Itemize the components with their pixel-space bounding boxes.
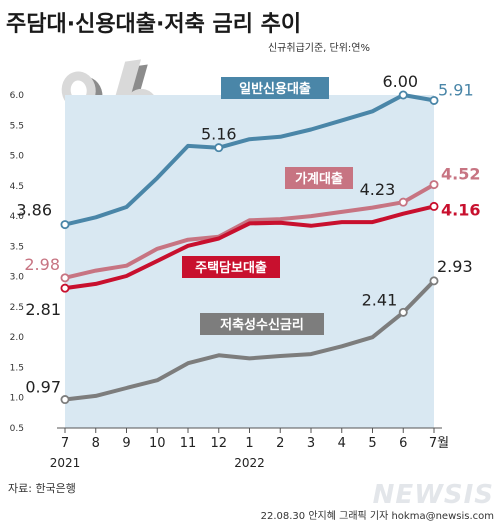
data-point-marker	[60, 395, 70, 405]
data-label: 5.16	[201, 125, 237, 144]
x-tick-label: 7월	[429, 436, 449, 451]
data-label: 4.52	[441, 165, 480, 184]
series-label: 가계대출	[295, 171, 343, 187]
newsis-logo: NEWSIS	[373, 480, 494, 510]
series-label: 저축성수신금리	[220, 317, 304, 333]
year-label: 2022	[234, 456, 265, 470]
y-tick-label: 4.5	[10, 182, 24, 192]
source-label: 자료: 한국은행	[8, 482, 76, 495]
data-label: 4.16	[441, 200, 480, 219]
series-line	[63, 278, 436, 402]
series-label: 주택담보대출	[195, 260, 267, 276]
data-point-marker	[214, 143, 224, 153]
series-label-box	[221, 77, 329, 99]
x-tick-label: 6	[399, 436, 407, 451]
data-point-marker	[398, 90, 408, 100]
x-tick-label: 8	[92, 436, 100, 451]
x-tick-label: 4	[338, 436, 346, 451]
x-tick-label: 12	[210, 436, 227, 451]
chart-title: 주담대·신용대출·저축 금리 추이	[6, 12, 301, 37]
data-label: 5.91	[438, 80, 474, 99]
series-line	[63, 204, 436, 291]
y-tick-label: 2.5	[10, 303, 24, 313]
data-point-marker	[429, 180, 439, 190]
series-line	[63, 182, 436, 280]
x-tick-label: 10	[149, 436, 166, 451]
x-tick-label: 3	[307, 436, 315, 451]
data-label: 4.23	[360, 180, 396, 199]
data-label: 3.86	[16, 201, 52, 220]
y-tick-label: 4.0	[10, 212, 25, 222]
data-point-marker	[429, 276, 439, 286]
data-label: 0.97	[25, 378, 61, 397]
series-label-box	[285, 167, 353, 189]
data-label: 2.41	[362, 290, 398, 309]
data-label: 2.98	[24, 255, 60, 274]
year-label: 2021	[50, 456, 81, 470]
x-tick-label: 9	[122, 436, 130, 451]
x-tick-label: 1	[245, 436, 253, 451]
data-point-marker	[429, 201, 439, 211]
y-tick-label: 6.0	[10, 91, 25, 101]
y-tick-label: 1.0	[10, 394, 25, 404]
series-label: 일반신용대출	[239, 81, 311, 97]
x-tick-label: 7	[61, 436, 69, 451]
data-point-marker	[60, 283, 70, 293]
data-point-marker	[60, 273, 70, 283]
chart-subtitle: 신규취급기준, 단위:연%	[268, 41, 370, 54]
y-tick-label: 5.5	[10, 121, 24, 131]
data-label: 6.00	[382, 72, 418, 91]
data-label: 2.93	[437, 257, 473, 276]
series-label-box	[182, 256, 280, 278]
y-tick-label: 3.5	[10, 242, 24, 252]
series-line	[63, 93, 436, 227]
plot-area: 0.5 1.0 1.5 2.0 2.5 3.0 3.5 4.0 4.5 5.0 5.5 6.0 7 8 9 1…	[10, 72, 481, 470]
y-tick-label: 0.5	[10, 424, 24, 434]
credit-label: 22.08.30 안지혜 그래픽 기자 hokma@newsis.com	[261, 510, 494, 522]
x-tick-label: 5	[368, 436, 376, 451]
data-label: 2.81	[25, 300, 61, 319]
data-point-marker	[398, 197, 408, 207]
data-point-marker	[60, 220, 70, 230]
data-point-marker	[398, 307, 408, 317]
y-tick-label: 3.0	[10, 273, 25, 283]
x-tick-label: 11	[180, 436, 197, 451]
y-tick-label: 1.5	[10, 363, 24, 373]
y-tick-label: 2.0	[10, 333, 25, 343]
y-tick-label: 5.0	[10, 152, 25, 162]
series-label-box	[200, 313, 324, 335]
x-tick-label: 2	[276, 436, 284, 451]
data-point-marker	[429, 95, 439, 105]
